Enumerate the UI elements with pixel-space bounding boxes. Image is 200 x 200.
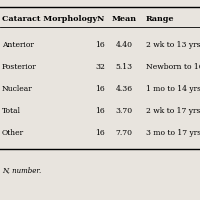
Text: 7.70: 7.70 xyxy=(116,129,132,137)
Text: Range: Range xyxy=(146,15,174,23)
Text: Cataract Morphology: Cataract Morphology xyxy=(2,15,97,23)
Text: 3.70: 3.70 xyxy=(115,107,133,115)
Text: 5.13: 5.13 xyxy=(115,63,133,71)
Text: 16: 16 xyxy=(95,41,105,49)
Text: Mean: Mean xyxy=(112,15,136,23)
Text: N, number.: N, number. xyxy=(2,166,41,174)
Text: Nuclear: Nuclear xyxy=(2,85,33,93)
Text: 4.40: 4.40 xyxy=(116,41,132,49)
Text: 3 mo to 17 yrs: 3 mo to 17 yrs xyxy=(146,129,200,137)
Text: 1 mo to 14 yrs: 1 mo to 14 yrs xyxy=(146,85,200,93)
Text: 2 wk to 17 yrs: 2 wk to 17 yrs xyxy=(146,107,200,115)
Text: 16: 16 xyxy=(95,85,105,93)
Text: Other: Other xyxy=(2,129,24,137)
Text: 32: 32 xyxy=(95,63,105,71)
Text: N: N xyxy=(96,15,104,23)
Text: Newborn to 16 yrs: Newborn to 16 yrs xyxy=(146,63,200,71)
Text: Anterior: Anterior xyxy=(2,41,34,49)
Text: 2 wk to 13 yrs: 2 wk to 13 yrs xyxy=(146,41,200,49)
Text: 16: 16 xyxy=(95,129,105,137)
Text: Posterior: Posterior xyxy=(2,63,37,71)
Text: Total: Total xyxy=(2,107,21,115)
Text: 16: 16 xyxy=(95,107,105,115)
Text: 4.36: 4.36 xyxy=(115,85,133,93)
